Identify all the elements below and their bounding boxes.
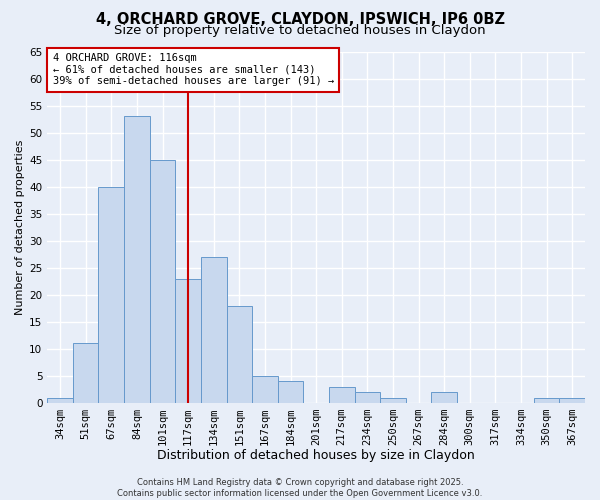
Bar	[329, 387, 355, 403]
Bar	[175, 278, 201, 403]
Text: 4 ORCHARD GROVE: 116sqm
← 61% of detached houses are smaller (143)
39% of semi-d: 4 ORCHARD GROVE: 116sqm ← 61% of detache…	[53, 54, 334, 86]
Bar	[98, 186, 124, 403]
Bar	[227, 306, 252, 403]
Text: 4, ORCHARD GROVE, CLAYDON, IPSWICH, IP6 0BZ: 4, ORCHARD GROVE, CLAYDON, IPSWICH, IP6 …	[95, 12, 505, 28]
Bar	[201, 257, 227, 403]
Bar	[534, 398, 559, 403]
X-axis label: Distribution of detached houses by size in Claydon: Distribution of detached houses by size …	[157, 450, 475, 462]
Bar	[355, 392, 380, 403]
Text: Contains HM Land Registry data © Crown copyright and database right 2025.
Contai: Contains HM Land Registry data © Crown c…	[118, 478, 482, 498]
Bar	[380, 398, 406, 403]
Y-axis label: Number of detached properties: Number of detached properties	[15, 140, 25, 315]
Text: Size of property relative to detached houses in Claydon: Size of property relative to detached ho…	[114, 24, 486, 37]
Bar	[47, 398, 73, 403]
Bar	[278, 382, 304, 403]
Bar	[150, 160, 175, 403]
Bar	[559, 398, 585, 403]
Bar	[124, 116, 150, 403]
Bar	[73, 344, 98, 403]
Bar	[252, 376, 278, 403]
Bar	[431, 392, 457, 403]
